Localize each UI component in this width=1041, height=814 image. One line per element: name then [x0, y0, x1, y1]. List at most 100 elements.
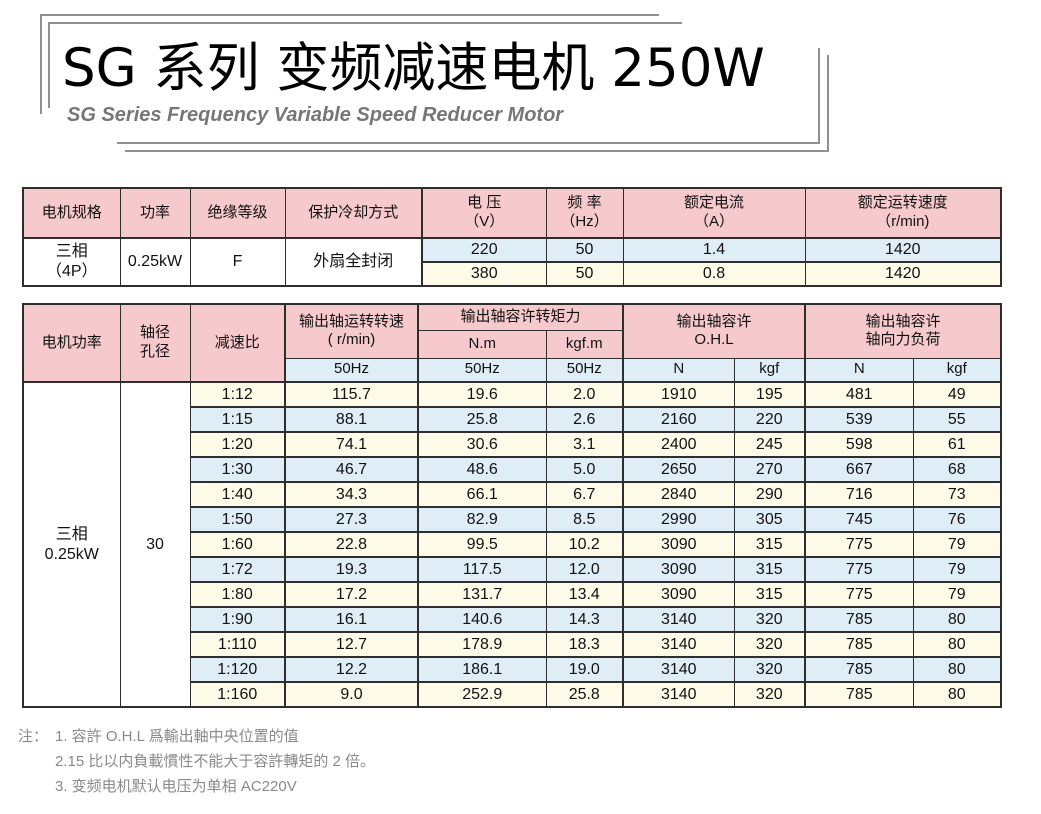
notes-lines: 1. 容許 O.H.L 爲輸出軸中央位置的值 2.15 比以内負載慣性不能大于容… — [55, 724, 375, 799]
perf-cell-value: 3140 — [622, 681, 735, 708]
header-power: 功率 — [119, 187, 191, 239]
perf-cell-ratio: 1:60 — [189, 531, 286, 558]
notes: 注： 1. 容許 O.H.L 爲輸出軸中央位置的值 2.15 比以内負載慣性不能… — [18, 724, 375, 799]
spec-row: 三相 （4P） 0.25kW F 外扇全封闭 220 50 1.4 1420 — [22, 237, 1002, 287]
perf-cell-value: 220 — [733, 406, 806, 433]
header-reduction-ratio: 减速比 — [189, 303, 286, 383]
perf-row: 1:110 12.7 178.9 18.3 3140 320 785 80 — [23, 631, 1002, 658]
perf-cell-value: 320 — [733, 606, 806, 633]
perf-row: 1:50 27.3 82.9 8.5 2990 305 745 76 — [23, 506, 1002, 533]
perf-cell-value: 252.9 — [417, 681, 547, 708]
perf-row: 1:160 9.0 252.9 25.8 3140 320 785 80 — [23, 681, 1002, 708]
perf-cell-ratio: 1:40 — [189, 481, 286, 508]
perf-cell-ratio: 1:15 — [189, 406, 286, 433]
perf-cell-value: 290 — [733, 481, 806, 508]
perf-cell-value: 18.3 — [545, 631, 624, 658]
perf-cell-ratio: 1:120 — [189, 656, 286, 683]
perf-body: 三相 0.25kW 30 1:12 115.7 19.6 2.0 1910 195 481 49 1:… — [22, 381, 1002, 708]
perf-row: 三相 0.25kW 30 1:12 115.7 19.6 2.0 1910 195 481 49 — [22, 381, 1002, 708]
header-rated-current: 额定电流 （A） — [622, 187, 806, 239]
perf-cell-value: 315 — [733, 581, 806, 608]
header-protection-cooling: 保护冷却方式 — [284, 187, 423, 239]
perf-cell-value: 785 — [804, 656, 914, 683]
spec-cell-power: 0.25kW — [119, 237, 191, 287]
perf-cell-value: 2840 — [622, 481, 735, 508]
perf-cell-value: 88.1 — [284, 406, 419, 433]
subheader-axial-kgf: kgf — [912, 357, 1002, 383]
perf-row: 1:60 22.8 99.5 10.2 3090 315 775 79 — [23, 531, 1002, 558]
page-subtitle: SG Series Frequency Variable Speed Reduc… — [67, 104, 564, 126]
perf-cell-value: 3140 — [622, 606, 735, 633]
title-frame-bottom-right-inner — [125, 55, 829, 152]
subheader-nm-50hz: 50Hz — [417, 357, 547, 383]
perf-cell-value: 17.2 — [284, 581, 419, 608]
spec-cell-current: 0.8 — [622, 261, 806, 287]
header-shaft-bore: 轴径 孔径 — [119, 303, 191, 383]
perf-cell-ratio: 1:160 — [189, 681, 286, 708]
perf-cell-value: 270 — [733, 456, 806, 483]
header-insulation-class: 绝缘等级 — [189, 187, 286, 239]
perf-row: 1:80 17.2 131.7 13.4 3090 315 775 79 — [23, 581, 1002, 608]
perf-cell-value: 775 — [804, 581, 914, 608]
perf-cell-value: 481 — [804, 381, 914, 408]
perf-cell-value: 785 — [804, 681, 914, 708]
header-torque-kgfm: kgf.m — [545, 329, 624, 359]
title-frame-top-left-inner — [48, 22, 682, 108]
perf-cell-value: 2400 — [622, 431, 735, 458]
perf-cell-value: 99.5 — [417, 531, 547, 558]
perf-cell-value: 48.6 — [417, 456, 547, 483]
perf-cell-value: 19.6 — [417, 381, 547, 408]
perf-cell-ratio: 1:72 — [189, 556, 286, 583]
perf-cell-value: 305 — [733, 506, 806, 533]
perf-cell-value: 80 — [912, 656, 1002, 683]
perf-cell-value: 195 — [733, 381, 806, 408]
perf-row: 1:72 19.3 117.5 12.0 3090 315 775 79 — [23, 556, 1002, 583]
perf-cell-ratio: 1:12 — [189, 381, 286, 408]
motor-spec-table: 电机规格 功率 绝缘等级 保护冷却方式 电 压 （V） 频 率 （Hz） 额定电… — [22, 187, 1002, 287]
perf-cell-value: 775 — [804, 531, 914, 558]
perf-cell-value: 3090 — [622, 556, 735, 583]
page-title: SG 系列 变频减速电机 250W — [62, 38, 765, 99]
spec-cell-frequency: 50 — [545, 261, 624, 287]
perf-cell-value: 66.1 — [417, 481, 547, 508]
perf-row: 1:90 16.1 140.6 14.3 3140 320 785 80 — [23, 606, 1002, 633]
note-line: 2.15 比以内負載慣性不能大于容許轉矩的 2 倍。 — [55, 753, 376, 770]
perf-cell-ratio: 1:110 — [189, 631, 286, 658]
perf-cell-value: 3140 — [622, 656, 735, 683]
notes-label: 注： — [18, 728, 49, 745]
perf-cell-value: 12.0 — [545, 556, 624, 583]
perf-cell-value: 2650 — [622, 456, 735, 483]
spec-cell-current: 1.4 — [622, 237, 806, 263]
header-frequency: 频 率 （Hz） — [545, 187, 624, 239]
perf-cell-value: 2160 — [622, 406, 735, 433]
perf-row: 1:120 12.2 186.1 19.0 3140 320 785 80 — [23, 656, 1002, 683]
perf-cell-value: 34.3 — [284, 481, 419, 508]
perf-cell-value: 117.5 — [417, 556, 547, 583]
perf-cell-value: 46.7 — [284, 456, 419, 483]
perf-row: 1:20 74.1 30.6 3.1 2400 245 598 61 — [23, 431, 1002, 458]
perf-cell-value: 539 — [804, 406, 914, 433]
spec-cell-speed: 1420 — [804, 237, 1002, 263]
perf-cell-value: 785 — [804, 631, 914, 658]
perf-cell-value: 3140 — [622, 631, 735, 658]
spec-cell-motor-type: 三相 （4P） — [22, 237, 121, 287]
perf-cell-ratio: 1:20 — [189, 431, 286, 458]
perf-cell-value: 745 — [804, 506, 914, 533]
perf-cell-value: 140.6 — [417, 606, 547, 633]
perf-cell-ratio: 1:90 — [189, 606, 286, 633]
spec-cell-voltage: 220 — [421, 237, 547, 263]
perf-cell-value: 186.1 — [417, 656, 547, 683]
perf-row: 1:15 88.1 25.8 2.6 2160 220 539 55 — [23, 406, 1002, 433]
title-frame-bottom-right-outer — [117, 48, 820, 144]
perf-cell-ratio: 1:80 — [189, 581, 286, 608]
perf-cell-value: 115.7 — [284, 381, 419, 408]
spec-cell-frequency: 50 — [545, 237, 624, 263]
perf-cell-value: 2.6 — [545, 406, 624, 433]
perf-row: 1:30 46.7 48.6 5.0 2650 270 667 68 — [23, 456, 1002, 483]
perf-cell-value: 49 — [912, 381, 1002, 408]
header-torque-nm: N.m — [417, 329, 547, 359]
header-axial-load-group: 输出轴容许 轴向力负荷 — [804, 303, 1002, 359]
subheader-ohl-n: N — [622, 357, 735, 383]
perf-cell-value: 775 — [804, 556, 914, 583]
